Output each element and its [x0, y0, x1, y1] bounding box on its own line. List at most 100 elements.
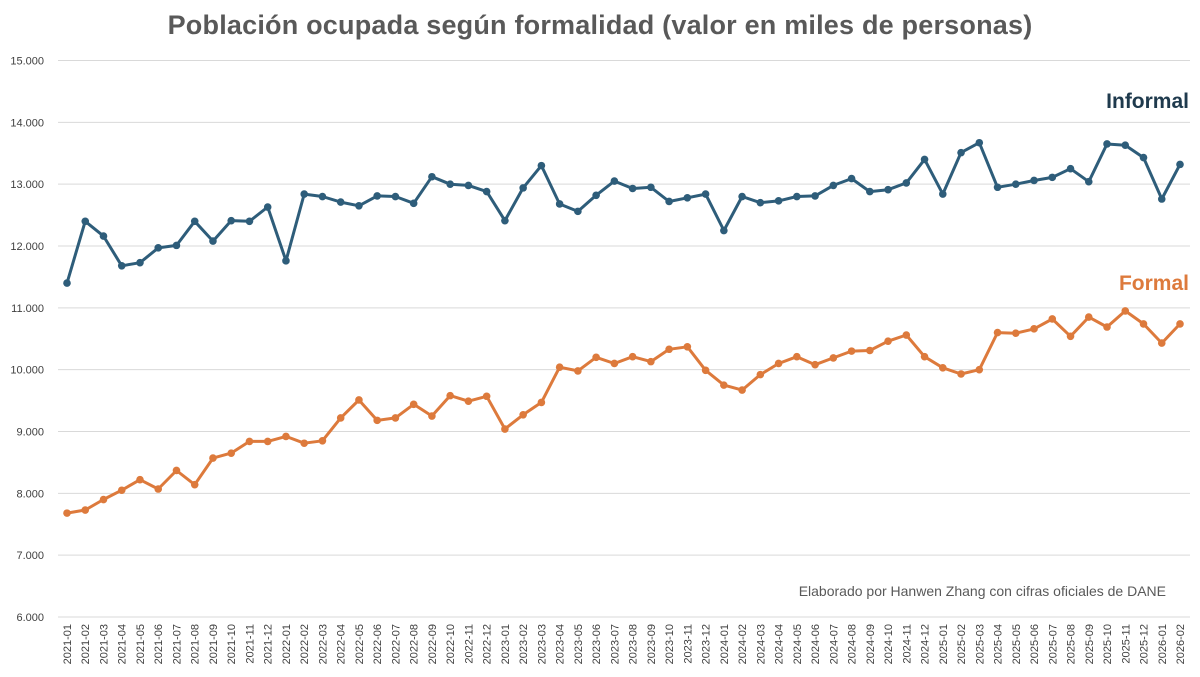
y-tick-label: 14.000 [10, 117, 44, 129]
data-point-formal [866, 346, 874, 355]
data-point-informal [1048, 173, 1057, 182]
x-tick-label: 2024-09 [865, 624, 877, 664]
x-tick-label: 2022-02 [299, 624, 311, 664]
x-tick-label: 2024-12 [920, 624, 932, 664]
data-point-formal [1103, 323, 1111, 331]
data-point-informal [136, 258, 144, 267]
data-point-informal [939, 190, 947, 198]
data-point-informal [866, 187, 874, 196]
data-point-informal [227, 216, 236, 225]
data-point-formal [409, 400, 418, 409]
x-tick-label: 2023-02 [518, 624, 530, 664]
data-point-formal [683, 342, 692, 351]
x-tick-label: 2022-04 [336, 624, 348, 664]
data-point-formal [99, 495, 108, 504]
x-tick-label: 2022-11 [463, 624, 475, 664]
data-point-formal [793, 352, 801, 361]
x-tick-label: 2024-10 [883, 624, 895, 664]
x-tick-label: 2025-05 [1011, 624, 1023, 664]
x-tick-label: 2021-01 [62, 624, 74, 664]
data-point-formal [336, 414, 345, 422]
data-point-informal [519, 184, 527, 192]
data-point-informal [336, 198, 345, 206]
data-point-formal [975, 365, 984, 374]
data-point-formal [957, 370, 965, 378]
data-point-informal [263, 203, 272, 211]
data-point-informal [537, 161, 546, 170]
data-point-formal [81, 506, 90, 514]
y-tick-label: 15.000 [10, 56, 44, 68]
y-tick-label: 13.000 [10, 179, 44, 191]
data-point-informal [628, 184, 637, 193]
x-tick-label: 2025-07 [1047, 624, 1059, 664]
data-point-formal [154, 485, 163, 493]
data-point-formal [993, 328, 1002, 337]
data-point-informal [464, 181, 473, 190]
data-point-informal [99, 232, 108, 240]
x-tick-label: 2022-01 [281, 624, 293, 664]
data-point-informal [920, 155, 929, 164]
x-tick-label: 2022-03 [317, 624, 329, 664]
data-point-formal [1048, 315, 1057, 323]
data-point-formal [774, 359, 783, 368]
x-tick-label: 2022-12 [482, 624, 494, 664]
data-point-informal [1121, 141, 1130, 150]
y-tick-label: 7.000 [16, 550, 44, 562]
data-point-formal [537, 398, 546, 407]
data-point-formal [428, 412, 436, 420]
data-point-informal [501, 216, 509, 225]
data-point-informal [993, 183, 1002, 192]
series-line-formal [65, 309, 1182, 515]
data-point-formal [190, 480, 199, 489]
x-tick-label: 2025-11 [1120, 624, 1132, 664]
data-point-formal [391, 414, 400, 422]
data-point-informal [847, 174, 856, 183]
data-point-informal [355, 202, 363, 210]
x-tick-label: 2026-02 [1175, 624, 1187, 664]
x-tick-label: 2024-03 [755, 624, 767, 664]
y-tick-label: 8.000 [16, 488, 44, 500]
data-point-formal [628, 352, 637, 361]
x-tick-label: 2022-10 [445, 624, 457, 664]
y-tick-label: 9.000 [16, 427, 44, 439]
data-point-informal [1030, 176, 1038, 185]
x-tick-label: 2024-05 [792, 624, 804, 664]
x-tick-label: 2021-06 [153, 624, 165, 664]
x-tick-label: 2023-06 [591, 624, 603, 664]
data-point-informal [701, 190, 710, 198]
x-tick-label: 2023-01 [500, 624, 512, 664]
data-point-formal [482, 392, 491, 401]
data-point-informal [592, 191, 600, 200]
data-point-formal [847, 347, 856, 355]
y-tick-label: 12.000 [10, 241, 44, 253]
data-point-formal [501, 425, 509, 433]
data-point-formal [282, 432, 290, 441]
data-point-formal [592, 353, 600, 362]
data-point-formal [555, 363, 564, 371]
x-tick-label: 2025-10 [1102, 624, 1114, 664]
data-point-formal [117, 486, 126, 495]
data-point-informal [975, 138, 984, 147]
data-point-formal [245, 437, 254, 446]
data-point-formal [1030, 325, 1038, 333]
data-point-formal [1121, 307, 1130, 315]
x-tick-label: 2024-06 [810, 624, 822, 664]
data-point-informal [63, 279, 71, 287]
data-point-informal [793, 192, 801, 201]
data-point-informal [209, 237, 217, 245]
data-point-formal [939, 364, 947, 372]
data-point-informal [1103, 140, 1111, 148]
data-point-informal [829, 181, 838, 190]
chart-title: Población ocupada según formalidad (valo… [167, 10, 1033, 40]
x-tick-label: 2023-05 [573, 624, 585, 664]
x-tick-label: 2021-08 [190, 624, 202, 664]
data-point-informal [665, 197, 673, 206]
data-point-informal [610, 177, 619, 185]
x-tick-label: 2025-08 [1066, 624, 1078, 664]
data-point-informal [574, 207, 582, 216]
data-point-informal [1066, 164, 1075, 173]
data-point-informal [1157, 195, 1166, 203]
data-point-formal [720, 381, 728, 389]
data-point-informal [482, 187, 491, 196]
data-point-formal [647, 357, 655, 366]
